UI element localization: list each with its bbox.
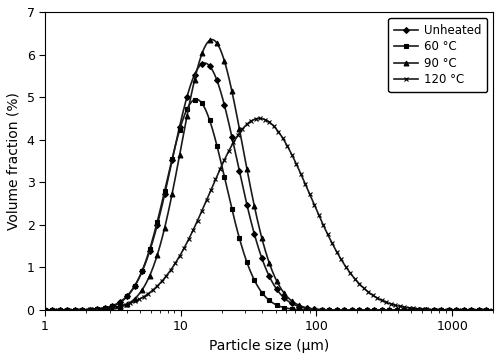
90 °C: [121, 303, 127, 308]
90 °C: [307, 306, 313, 311]
Y-axis label: Volume fraction (%): Volume fraction (%): [7, 92, 21, 230]
120 °C: [256, 116, 262, 121]
60 °C: [157, 208, 163, 212]
60 °C: [121, 297, 127, 301]
90 °C: [342, 308, 348, 312]
120 °C: [121, 303, 127, 307]
Unheated: [307, 307, 313, 311]
60 °C: [490, 308, 496, 312]
60 °C: [380, 308, 386, 312]
120 °C: [42, 308, 48, 312]
90 °C: [42, 308, 48, 312]
Line: Unheated: Unheated: [43, 61, 495, 312]
Legend: Unheated, 60 °C, 90 °C, 120 °C: Unheated, 60 °C, 90 °C, 120 °C: [388, 18, 487, 92]
90 °C: [490, 308, 496, 312]
Unheated: [121, 297, 127, 301]
60 °C: [193, 97, 199, 102]
60 °C: [42, 308, 48, 312]
Line: 120 °C: 120 °C: [42, 116, 496, 312]
Unheated: [42, 308, 48, 312]
60 °C: [307, 308, 313, 312]
120 °C: [342, 263, 348, 267]
Unheated: [490, 308, 496, 312]
Line: 60 °C: 60 °C: [43, 97, 495, 312]
120 °C: [380, 299, 386, 303]
90 °C: [380, 308, 386, 312]
Unheated: [342, 308, 348, 312]
120 °C: [307, 192, 313, 197]
120 °C: [244, 121, 250, 126]
Unheated: [380, 308, 386, 312]
X-axis label: Particle size (μm): Particle size (μm): [209, 339, 329, 353]
Unheated: [246, 209, 252, 213]
90 °C: [157, 243, 163, 247]
120 °C: [490, 308, 496, 312]
60 °C: [342, 308, 348, 312]
120 °C: [157, 281, 163, 285]
60 °C: [246, 264, 252, 269]
90 °C: [246, 175, 252, 179]
90 °C: [209, 37, 215, 42]
Unheated: [157, 211, 163, 216]
Line: 90 °C: 90 °C: [42, 37, 496, 312]
Unheated: [202, 61, 207, 65]
